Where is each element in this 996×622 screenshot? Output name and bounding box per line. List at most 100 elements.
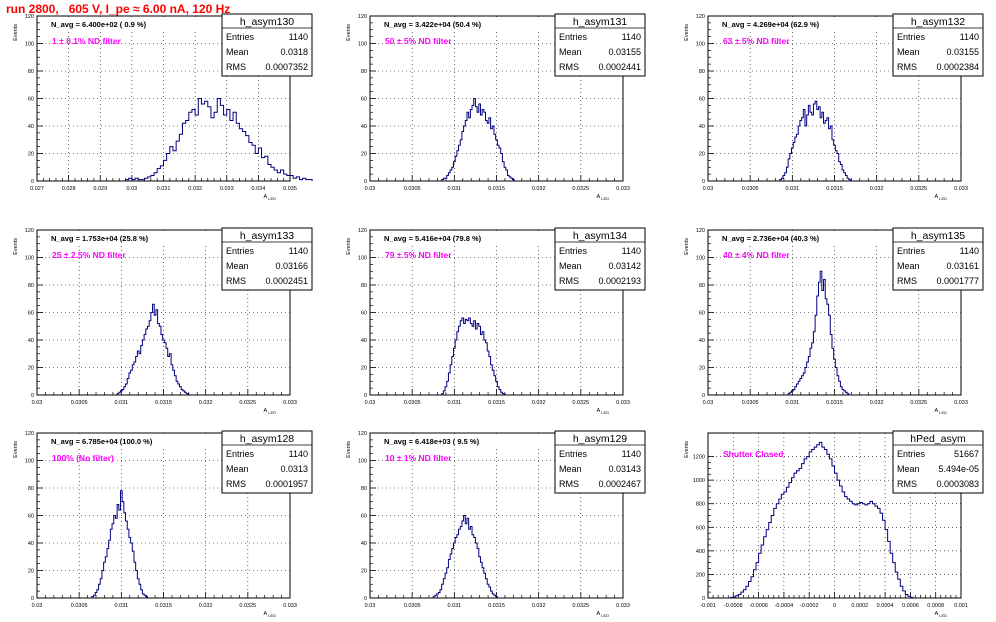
stats-value: 0.03142 xyxy=(608,261,641,271)
filter-label: Shutter Closed xyxy=(723,449,783,459)
navg-label: N_avg = 2.736e+04 (40.3 %) xyxy=(722,234,820,243)
tick-label-x: 0.0315 xyxy=(155,603,172,609)
tick-label-y: 0 xyxy=(31,596,34,602)
tick-label-x: 0.0315 xyxy=(155,400,172,406)
tick-label-y: 60 xyxy=(699,97,705,103)
tick-label-x: 0.031 xyxy=(447,186,461,192)
tick-label-y: 100 xyxy=(25,42,34,48)
tick-label-x: 0.029 xyxy=(93,186,107,192)
histogram-panel: 0.027 0.028 0.029 0.03 0.031 0.032 0.033 0.034 0… xyxy=(13,13,313,201)
tick-label-x: 0.0315 xyxy=(488,603,505,609)
x-axis-title-sub: LED xyxy=(268,196,276,201)
tick-label-y: 80 xyxy=(361,486,367,492)
stats-title: h_asym130 xyxy=(240,16,294,28)
plot-area: 0.03 0.0305 0.031 0.0315 0.032 0.0325 0.033 0 20… xyxy=(346,13,646,201)
filter-label: 40 ± 4% ND filter xyxy=(723,250,790,260)
tick-label-x: -0.0008 xyxy=(724,603,743,609)
tick-label-y: 80 xyxy=(28,283,34,289)
tick-label-y: 20 xyxy=(28,569,34,575)
tick-label-y: 40 xyxy=(28,338,34,344)
tick-label-x: 0.0325 xyxy=(572,400,589,406)
navg-label: N_avg = 4.269e+04 (62.9 %) xyxy=(722,20,820,29)
stats-value: 0.0003083 xyxy=(936,479,979,489)
tick-label-x: 0.0004 xyxy=(877,603,894,609)
stats-frame xyxy=(554,227,646,291)
tick-label-x: 0.032 xyxy=(188,186,202,192)
tick-label-y: 200 xyxy=(696,572,705,578)
stats-value: 0.0007352 xyxy=(265,62,308,72)
tick-label-x: 0.032 xyxy=(532,603,546,609)
y-axis-title: Events xyxy=(346,238,352,255)
stats-frame xyxy=(554,13,646,77)
tick-label-y: 60 xyxy=(361,311,367,317)
tick-label-y: 80 xyxy=(699,283,705,289)
filter-label: 25 ± 2.5% ND filter xyxy=(52,250,126,260)
tick-label-y: 20 xyxy=(28,366,34,372)
stats-key: Entries xyxy=(226,246,255,256)
stats-key: RMS xyxy=(226,479,246,489)
tick-label-y: 0 xyxy=(364,179,367,185)
histogram-series xyxy=(432,515,498,598)
tick-label-x: 0.031 xyxy=(447,400,461,406)
tick-label-y: 0 xyxy=(702,179,705,185)
histogram-panel: 0.03 0.0305 0.031 0.0315 0.032 0.0325 0.033 0 20… xyxy=(346,227,646,415)
navg-box xyxy=(41,17,222,31)
tick-label-x: 0.03 xyxy=(32,400,43,406)
tick-label-y: 60 xyxy=(361,514,367,520)
stats-value: 0.0002384 xyxy=(936,62,979,72)
x-axis-title-sub: LED xyxy=(939,613,947,618)
navg-box xyxy=(712,231,893,245)
tick-label-x: 0.0305 xyxy=(404,603,421,609)
filter-label: 79 ± 5% ND filter xyxy=(385,250,452,260)
tick-label-y: 0 xyxy=(702,596,705,602)
x-axis-title: ALED xyxy=(935,408,948,415)
tick-label-x: 0.0315 xyxy=(488,400,505,406)
navg-box xyxy=(712,17,893,31)
tick-label-y: 60 xyxy=(28,97,34,103)
tick-label-y: 120 xyxy=(25,431,34,437)
stats-key: Mean xyxy=(559,47,582,57)
stats-key: Entries xyxy=(897,32,926,42)
tick-label-y: 80 xyxy=(361,69,367,75)
x-axis-title-sub: LED xyxy=(939,410,947,415)
stats-key: RMS xyxy=(559,276,579,286)
tick-label-x: 0.0305 xyxy=(71,603,88,609)
stats-key: Mean xyxy=(226,261,249,271)
navg-box xyxy=(41,231,222,245)
tick-label-y: 20 xyxy=(361,366,367,372)
tick-label-y: 40 xyxy=(28,124,34,130)
tick-label-x: 0.0325 xyxy=(910,400,927,406)
tick-label-y: 1200 xyxy=(693,455,705,461)
tick-label-x: 0.027 xyxy=(30,186,44,192)
tick-label-x: 0.033 xyxy=(616,186,630,192)
navg-box xyxy=(374,231,555,245)
stats-frame xyxy=(221,13,313,77)
tick-label-x: 0.034 xyxy=(251,186,265,192)
tick-label-x: 0.03 xyxy=(703,400,714,406)
stats-value: 0.03166 xyxy=(275,261,308,271)
stats-frame xyxy=(892,227,984,291)
stats-value: 0.0002451 xyxy=(265,276,308,286)
tick-label-x: -0.0004 xyxy=(775,603,794,609)
x-axis-title-sub: LED xyxy=(601,410,609,415)
navg-label: N_avg = 6.400e+02 ( 0.9 %) xyxy=(51,20,147,29)
tick-label-x: -0.001 xyxy=(700,603,716,609)
tick-label-y: 80 xyxy=(28,486,34,492)
stats-value: 1140 xyxy=(622,32,641,42)
plot-area: 0.03 0.0305 0.031 0.0315 0.032 0.0325 0.033 0 20… xyxy=(346,227,646,415)
tick-label-y: 120 xyxy=(696,228,705,234)
tick-label-x: 0.033 xyxy=(954,186,968,192)
stats-value: 5.494e-05 xyxy=(938,464,979,474)
x-axis-title: ALED xyxy=(935,611,948,618)
tick-label-y: 0 xyxy=(31,393,34,399)
tick-label-x: 0.03 xyxy=(365,400,376,406)
stats-box: h_asym135 Entries 1140 Mean 0.03161 RMS 0.0001… xyxy=(892,227,984,291)
stats-value: 0.03143 xyxy=(608,464,641,474)
histogram-series xyxy=(441,98,515,181)
stats-value: 1140 xyxy=(622,449,641,459)
tick-label-y: 80 xyxy=(699,69,705,75)
stats-value: 1140 xyxy=(622,246,641,256)
stats-box: h_asym134 Entries 1140 Mean 0.03142 RMS 0.0002… xyxy=(554,227,646,291)
stats-title: h_asym132 xyxy=(911,16,965,28)
tick-label-x: 0.031 xyxy=(785,186,799,192)
